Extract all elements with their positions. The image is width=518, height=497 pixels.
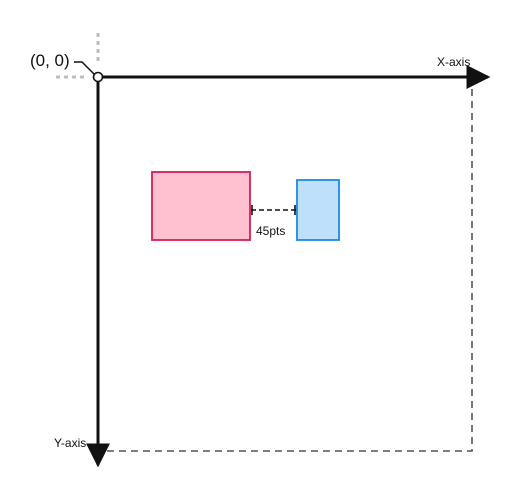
origin-point — [92, 71, 104, 83]
gap-measure-label: 45pts — [256, 224, 285, 238]
bounds-dashed-outline — [98, 77, 473, 452]
y-axis-label: Y-axis — [54, 436, 86, 450]
origin-label: (0, 0) — [30, 51, 70, 70]
x-axis-label: X-axis — [437, 55, 470, 69]
pink-rectangle — [151, 171, 251, 241]
origin-leader-line — [74, 61, 95, 75]
blue-rectangle — [296, 179, 340, 241]
